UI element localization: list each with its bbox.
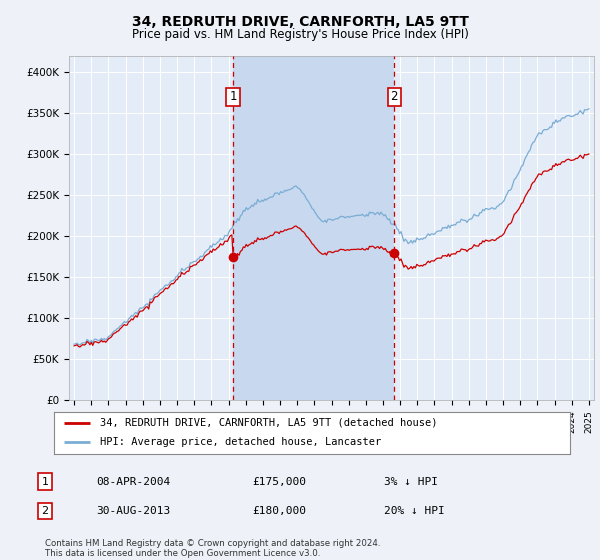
Text: 34, REDRUTH DRIVE, CARNFORTH, LA5 9TT: 34, REDRUTH DRIVE, CARNFORTH, LA5 9TT xyxy=(131,15,469,29)
Text: 1: 1 xyxy=(229,91,237,104)
Text: HPI: Average price, detached house, Lancaster: HPI: Average price, detached house, Lanc… xyxy=(100,437,382,447)
Text: £180,000: £180,000 xyxy=(252,506,306,516)
Text: £175,000: £175,000 xyxy=(252,477,306,487)
Text: 2: 2 xyxy=(41,506,49,516)
Text: 3% ↓ HPI: 3% ↓ HPI xyxy=(384,477,438,487)
Text: 20% ↓ HPI: 20% ↓ HPI xyxy=(384,506,445,516)
Text: Contains HM Land Registry data © Crown copyright and database right 2024.
This d: Contains HM Land Registry data © Crown c… xyxy=(45,539,380,558)
Text: 34, REDRUTH DRIVE, CARNFORTH, LA5 9TT (detached house): 34, REDRUTH DRIVE, CARNFORTH, LA5 9TT (d… xyxy=(100,418,438,428)
Text: 08-APR-2004: 08-APR-2004 xyxy=(96,477,170,487)
Text: 30-AUG-2013: 30-AUG-2013 xyxy=(96,506,170,516)
Text: 1: 1 xyxy=(41,477,49,487)
Text: Price paid vs. HM Land Registry's House Price Index (HPI): Price paid vs. HM Land Registry's House … xyxy=(131,28,469,41)
Bar xyxy=(233,56,394,400)
Text: 2: 2 xyxy=(391,91,398,104)
